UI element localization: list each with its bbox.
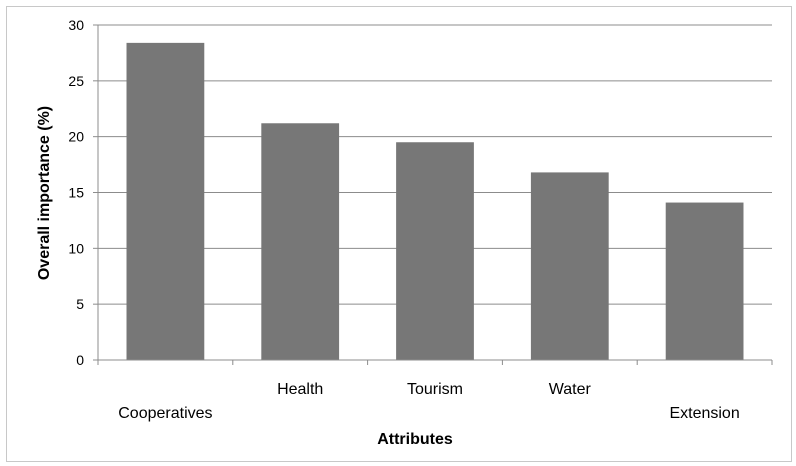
y-tick-label: 10 [68, 240, 84, 256]
y-tick-label: 15 [68, 185, 84, 201]
x-category-label: Cooperatives [118, 405, 212, 422]
y-tick-label: 25 [68, 73, 84, 89]
bar-health [261, 123, 340, 361]
y-tick-label: 20 [68, 129, 84, 145]
x-category-labels: Cooperatives Health Tourism Water Extension [118, 381, 739, 422]
x-axis-title: Attributes [377, 431, 453, 448]
y-tick-label: 0 [76, 352, 84, 368]
y-tick-label: 5 [76, 296, 84, 312]
bar-cooperatives [126, 42, 205, 360]
axes [93, 24, 773, 365]
bar-water [530, 172, 609, 360]
bar-tourism [396, 142, 474, 360]
x-category-label: Tourism [407, 381, 463, 398]
x-category-label: Extension [669, 405, 739, 422]
bars [126, 42, 744, 361]
bar-extension [665, 202, 744, 360]
x-category-label: Water [549, 381, 592, 398]
gridlines [98, 24, 772, 305]
y-tick-label: 30 [68, 17, 84, 33]
y-tick-labels: 0 5 10 15 20 25 30 [68, 17, 84, 368]
x-category-label: Health [277, 381, 323, 398]
y-axis-title: Overall importance (%) [36, 106, 53, 280]
